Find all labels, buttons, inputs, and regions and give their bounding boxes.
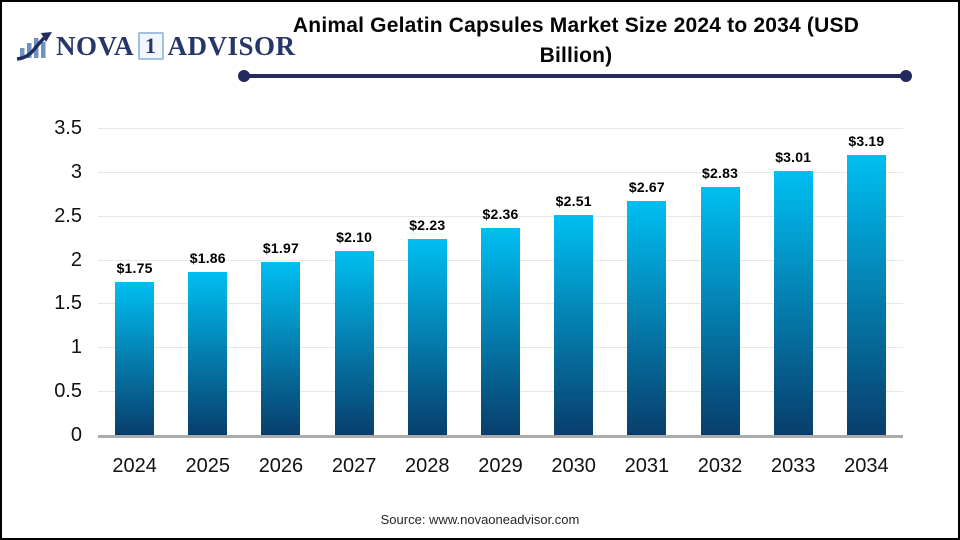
bar-value-label: $2.23 (409, 217, 446, 234)
bar-slot: $2.23 (391, 128, 464, 435)
bar-slot: $2.36 (464, 128, 537, 435)
gridline (98, 128, 903, 129)
bar (115, 281, 155, 435)
bar-slot: $3.01 (757, 128, 830, 435)
bar (261, 262, 301, 435)
bar (407, 239, 447, 435)
gridline (98, 172, 903, 173)
y-axis-tick-label: 3 (70, 160, 82, 183)
bar-value-label: $1.97 (262, 240, 299, 257)
title-underline (238, 70, 912, 82)
bar (627, 200, 667, 435)
bar-slot: $1.86 (171, 128, 244, 435)
logo-boxed-one: 1 (138, 32, 164, 60)
bar (554, 214, 594, 435)
bar (480, 228, 520, 435)
chart-title-line2: Billion) (539, 44, 613, 67)
x-axis-category-label: 2026 (258, 455, 304, 477)
x-axis-category-label: 2028 (405, 455, 450, 477)
bar-value-label: $2.36 (482, 206, 519, 222)
bar-value-label: $3.19 (848, 133, 885, 150)
bar-value-label: $2.83 (702, 164, 739, 181)
x-axis-category-label: 2031 (624, 455, 670, 477)
bar (188, 271, 228, 435)
bar-slot: $3.19 (830, 128, 903, 435)
bar (773, 170, 813, 435)
gridline (98, 216, 903, 217)
bar-value-label: $1.75 (116, 259, 153, 276)
y-axis-tick-label: 2.5 (54, 204, 82, 227)
bar-value-label: $1.86 (189, 249, 226, 266)
nova-one-advisor-logo: NOVA 1 ADVISOR (16, 29, 296, 63)
source-attribution: Source: www.novaoneadvisor.com (380, 512, 580, 527)
x-axis-category-label: 2034 (844, 455, 889, 477)
bar-value-label: $2.51 (555, 192, 592, 209)
bar-slot: $1.75 (98, 128, 171, 435)
x-axis-category-label: 2033 (770, 455, 816, 477)
y-axis-tick-label: 1 (70, 336, 82, 359)
x-axis-category-label: 2030 (551, 455, 596, 477)
bar-value-label: $3.01 (775, 148, 812, 165)
bar-slot: $2.83 (683, 128, 756, 435)
x-axis-category-label: 2029 (478, 455, 523, 477)
bar-value-label: $2.10 (336, 228, 373, 245)
y-axis-tick-label: 1.5 (54, 292, 82, 315)
chart-title-line1: Animal Gelatin Capsules Market Size 2024… (292, 14, 860, 37)
y-axis-tick-label: 0.5 (54, 380, 82, 403)
bar (700, 186, 740, 435)
logo-text-advisor: ADVISOR (167, 30, 296, 61)
bar-slot: $2.10 (318, 128, 391, 435)
x-axis-category-label: 2032 (697, 455, 743, 477)
bar-slot: $2.67 (610, 128, 683, 435)
logo-text-nova: NOVA (56, 30, 135, 61)
bar-slot: $2.51 (537, 128, 610, 435)
y-axis-tick-label: 0 (70, 424, 82, 446)
bar-value-label: $2.67 (628, 178, 665, 195)
bar-slot: $1.97 (244, 128, 317, 435)
chart-title: Animal Gelatin Capsules Market Size 2024… (226, 11, 926, 71)
bar (334, 250, 374, 435)
y-axis-tick-label: 3.5 (54, 117, 82, 139)
bar (846, 155, 886, 435)
bar-chart-growth-arrow-icon (16, 31, 52, 61)
y-axis-tick-label: 2 (70, 248, 82, 271)
x-axis-category-label: 2027 (331, 455, 377, 477)
x-axis-category-label: 2024 (112, 455, 157, 477)
x-axis-line (98, 435, 903, 438)
x-axis-category-label: 2025 (185, 455, 231, 477)
